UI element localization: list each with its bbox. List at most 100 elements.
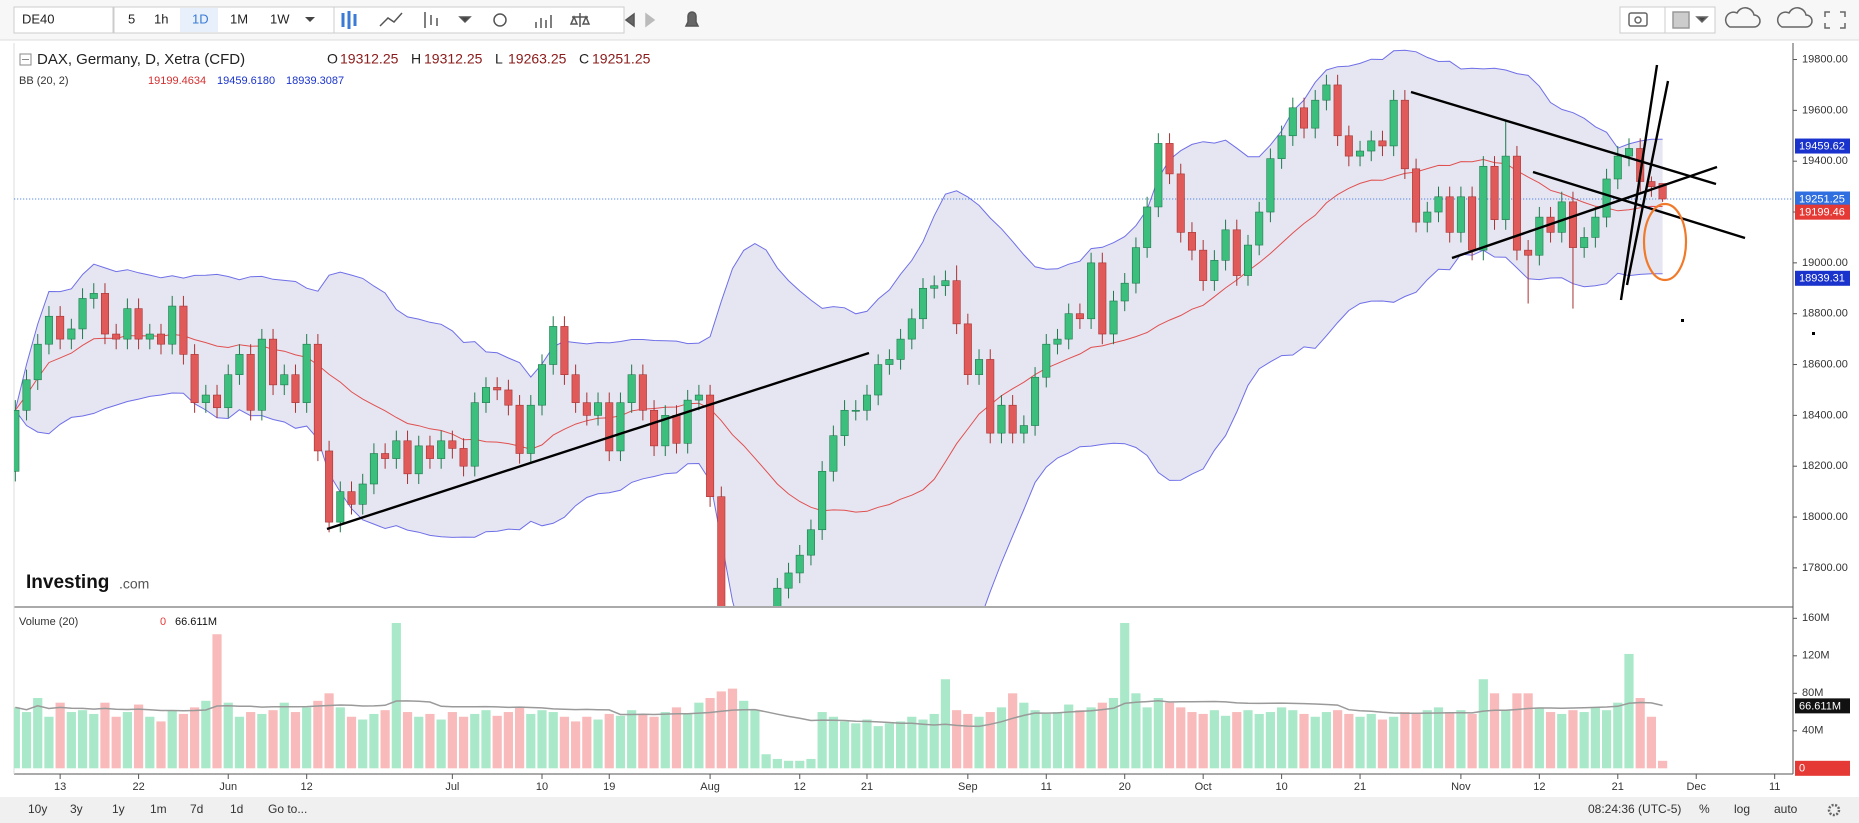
- option[interactable]: %: [1699, 802, 1710, 816]
- candle-body: [1210, 260, 1219, 281]
- volume-bar: [750, 710, 760, 769]
- interval[interactable]: 5: [128, 11, 135, 26]
- trend-lines[interactable]: [326, 64, 1746, 531]
- candle-body: [851, 409, 860, 412]
- candle-body: [1008, 404, 1017, 434]
- candle-body: [381, 453, 390, 459]
- candle-body: [1333, 84, 1342, 137]
- candle-body: [291, 374, 300, 403]
- volume-bar: [828, 716, 838, 769]
- candle-body: [919, 287, 928, 320]
- candle-body: [818, 470, 827, 531]
- candle-body: [594, 402, 603, 416]
- volume-bar: [1377, 719, 1388, 769]
- candle-body: [481, 387, 490, 403]
- volume-bar: [257, 713, 267, 769]
- candle-body: [526, 404, 535, 454]
- symbol-input[interactable]: [13, 6, 114, 34]
- volume-bar: [111, 716, 121, 769]
- volume-bar: [694, 702, 704, 769]
- volume-bar: [1097, 702, 1107, 769]
- volume-bar: [952, 710, 962, 769]
- volume-bar: [1187, 712, 1197, 769]
- x-tick-label: 21: [1354, 781, 1366, 793]
- x-tick-label: 22: [132, 781, 144, 793]
- axes: 17800.00 18000.00 18200.00 18400.00 18600.00…: [54, 53, 1850, 793]
- candle-body: [683, 399, 692, 444]
- candle-body: [1445, 196, 1454, 233]
- volume-bar: [447, 712, 457, 769]
- candle-body: [14, 409, 20, 472]
- volume-bar: [795, 760, 805, 769]
- volume-bar: [1310, 716, 1320, 769]
- interval[interactable]: 1W: [270, 11, 290, 26]
- volume-bar: [402, 712, 413, 769]
- volume-bar: [279, 702, 289, 769]
- x-tick-label: Sep: [958, 781, 978, 793]
- volume-bar: [817, 712, 827, 769]
- volume-bar: [896, 721, 906, 769]
- range[interactable]: 1d: [230, 802, 243, 816]
- tool-icons[interactable]: [333, 6, 700, 34]
- x-tick-label: 19: [603, 781, 615, 793]
- candle-body: [78, 298, 87, 330]
- candle-body: [874, 364, 883, 396]
- right-tools[interactable]: [1619, 6, 1846, 34]
- candle-body: [1075, 313, 1084, 320]
- volume-bar: [985, 712, 995, 769]
- interval[interactable]: 1M: [230, 11, 248, 26]
- volume-bar: [234, 716, 245, 769]
- candle-body: [1243, 244, 1252, 276]
- settings[interactable]: [1827, 803, 1841, 817]
- candle-body: [44, 315, 53, 345]
- indicator-value: 18939.3087: [286, 75, 344, 87]
- range[interactable]: 1m: [150, 802, 167, 816]
- volume-bar: [1467, 713, 1477, 769]
- volume-bar: [122, 712, 132, 769]
- candle-body: [325, 450, 334, 523]
- candle-body: [437, 440, 446, 459]
- range[interactable]: 7d: [190, 802, 203, 816]
- ohlc-key: C: [579, 51, 589, 67]
- candle-body: [1591, 216, 1600, 238]
- volume-bar: [1501, 710, 1511, 769]
- range[interactable]: 1y: [112, 802, 125, 816]
- candle-body: [459, 448, 468, 467]
- candle-body: [1143, 206, 1152, 248]
- volume-bar: [1523, 693, 1533, 769]
- price-plot: [14, 49, 1793, 606]
- candle-body: [1344, 135, 1353, 157]
- volume-bar: [1557, 713, 1567, 769]
- goto[interactable]: Go to...: [268, 802, 307, 816]
- candle-body: [201, 394, 210, 403]
- volume-bar: [604, 713, 614, 769]
- volume-bar: [996, 707, 1007, 769]
- ellipse-drawing[interactable]: [1642, 202, 1688, 282]
- volume-bar: [783, 760, 794, 769]
- ohlc-value: 19251.25: [592, 51, 651, 67]
- option[interactable]: log: [1734, 802, 1750, 816]
- candle-body: [157, 333, 165, 345]
- range[interactable]: 10y: [28, 802, 47, 816]
- volume-bar: [660, 712, 670, 769]
- candle-body: [1658, 183, 1667, 200]
- candle-body: [1277, 135, 1286, 159]
- option[interactable]: auto: [1774, 802, 1798, 816]
- interval[interactable]: 1h: [154, 11, 168, 26]
- volume-label-box: [1795, 698, 1850, 714]
- volume-bar: [851, 723, 861, 769]
- interval[interactable]: 1D: [192, 11, 209, 26]
- volume-bar: [884, 723, 894, 769]
- volume-bar: [1422, 710, 1432, 769]
- candle-body: [493, 387, 502, 391]
- band-basis: [14, 158, 1663, 513]
- range[interactable]: 3y: [70, 802, 83, 816]
- candle-body: [1468, 196, 1477, 251]
- candle-body: [1378, 140, 1387, 147]
- x-tick-label: 21: [1612, 781, 1624, 793]
- candle-body: [269, 338, 278, 386]
- volume-bar: [1075, 710, 1085, 769]
- volume-bar: [369, 713, 379, 769]
- volume-bar: [302, 707, 312, 769]
- x-tick-label: 10: [536, 781, 548, 793]
